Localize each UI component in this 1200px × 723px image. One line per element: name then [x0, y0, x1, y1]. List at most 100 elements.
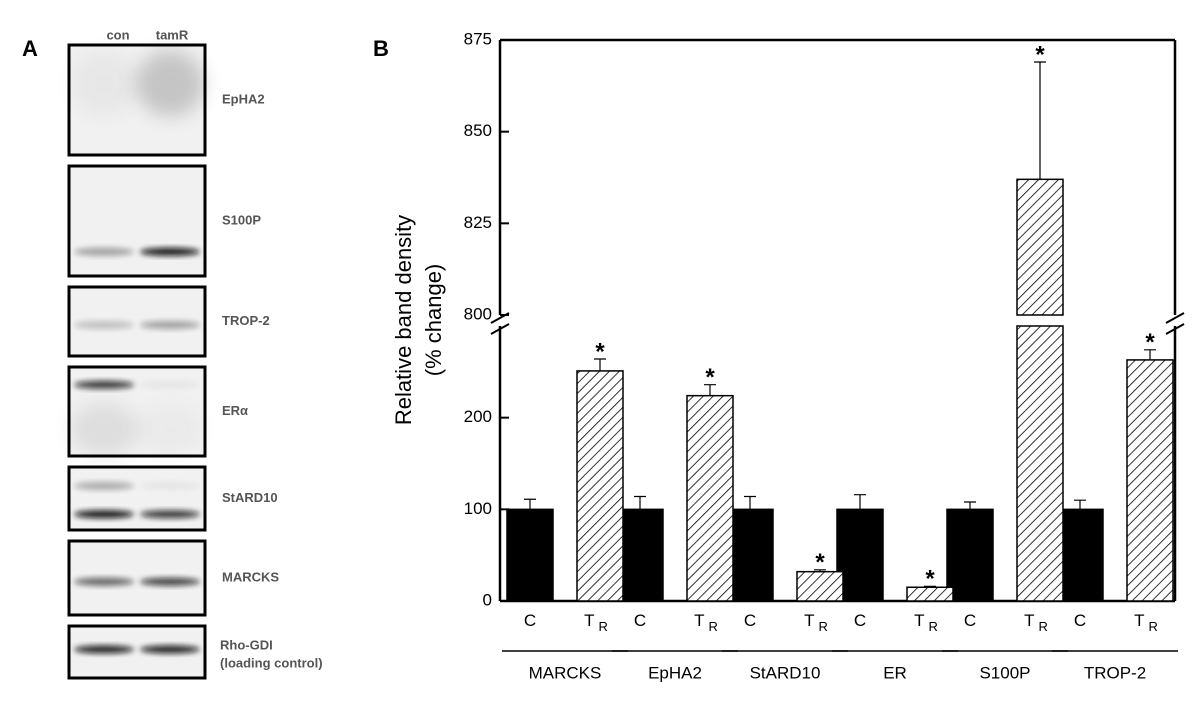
y-tick-label: 800: [464, 304, 492, 323]
x-tick-label: C: [964, 611, 976, 630]
error-bar: [1034, 61, 1046, 180]
blot-label: MARCKS: [222, 569, 279, 584]
series-name: C: [1074, 611, 1086, 630]
blot-band: [140, 645, 200, 654]
series-name: C: [634, 611, 646, 630]
series-name: T: [1024, 611, 1034, 630]
blot-band: [140, 510, 200, 519]
blot-frame: [67, 43, 207, 157]
x-tick-label: C: [1074, 611, 1086, 630]
series-subscript: R: [929, 619, 938, 634]
error-bar: [854, 494, 866, 510]
error-bar: [1144, 349, 1156, 360]
blot-label: StARD10: [222, 490, 278, 505]
blot-band: [74, 510, 134, 519]
error-bar: [964, 501, 976, 510]
x-tick-label: C: [854, 611, 866, 630]
x-tick-label: C: [744, 611, 756, 630]
blot-label: ERα: [222, 403, 248, 418]
bar: [1016, 178, 1064, 316]
y-tick-label: 100: [464, 499, 492, 518]
lane-label: con: [106, 27, 129, 42]
series-name: T: [694, 611, 704, 630]
series-subscript: R: [1039, 619, 1048, 634]
y-label: (% change): [421, 264, 446, 377]
series-name: C: [964, 611, 976, 630]
series-name: C: [524, 611, 536, 630]
panel-label: B: [373, 36, 389, 61]
y-tick-label: 0: [483, 590, 492, 609]
blot-background: [70, 467, 204, 530]
blot-frame: [67, 365, 207, 458]
error-bar: [524, 498, 536, 510]
blot-smear: [136, 50, 204, 117]
axis-break: [490, 323, 510, 335]
blot-band: [140, 320, 200, 329]
blot-frame: [67, 164, 207, 278]
bar: [576, 370, 624, 602]
bar: [616, 508, 664, 602]
error-bar: [744, 495, 756, 510]
blot-note: (loading control): [220, 655, 323, 670]
series-subscript: R: [709, 619, 718, 634]
blot-smear: [70, 402, 138, 456]
bar: [726, 508, 774, 602]
blot-label: TROP-2: [222, 313, 270, 328]
y-axis-title: Relative band density (% change): [391, 215, 446, 425]
series-subscript: R: [599, 619, 608, 634]
error-bar: [814, 569, 826, 572]
group-label: S100P: [979, 663, 1030, 682]
blot-band: [74, 320, 134, 329]
group-label: MARCKS: [529, 663, 602, 682]
significance-marker: *: [815, 549, 825, 576]
blot-label: S100P: [222, 212, 261, 227]
group-label: TROP-2: [1084, 663, 1146, 682]
x-tick-label: C: [634, 611, 646, 630]
significance-marker: *: [1145, 329, 1155, 356]
blot-background: [70, 166, 204, 276]
significance-marker: *: [705, 364, 715, 391]
bar: [1056, 508, 1104, 602]
axis-break: [1165, 312, 1185, 324]
error-bar: [634, 495, 646, 510]
blot-smear: [70, 50, 138, 117]
blot-frame: [67, 539, 207, 617]
series-name: T: [914, 611, 924, 630]
y-tick-label: 875: [464, 29, 492, 48]
significance-marker: *: [925, 566, 935, 593]
blot-band: [140, 481, 200, 490]
blot-band: [74, 380, 134, 389]
blot-band: [140, 380, 200, 389]
blot-band: [74, 481, 134, 490]
blot-smear: [136, 402, 204, 456]
series-name: T: [1134, 611, 1144, 630]
series-name: C: [744, 611, 756, 630]
x-tick-label: C: [524, 611, 536, 630]
blot-background: [70, 541, 204, 615]
blot-frame: [67, 465, 207, 532]
error-bar: [924, 585, 936, 588]
y-tick-label: 200: [464, 407, 492, 426]
series-name: C: [854, 611, 866, 630]
error-bar: [704, 384, 716, 396]
blot-label: Rho-GDI: [220, 637, 273, 652]
blot-frame: [67, 285, 207, 358]
blot-frame: [67, 624, 207, 680]
axis-break: [1165, 323, 1185, 335]
blot-band: [74, 247, 134, 256]
lane-label: tamR: [156, 27, 189, 42]
y-tick-label: 825: [464, 213, 492, 232]
series-name: T: [804, 611, 814, 630]
bar: [836, 508, 884, 602]
blot-band: [140, 577, 200, 586]
group-label: EpHA2: [648, 663, 702, 682]
error-bar: [594, 358, 606, 371]
bar: [946, 508, 994, 602]
series-subscript: R: [1149, 619, 1158, 634]
